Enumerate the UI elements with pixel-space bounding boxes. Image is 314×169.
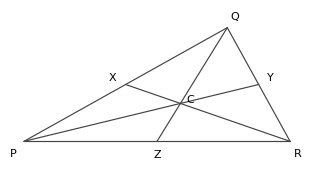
Text: Z: Z [153,150,161,160]
Text: R: R [294,149,301,159]
Text: C: C [186,95,194,105]
Text: Q: Q [230,12,239,22]
Text: X: X [108,73,116,83]
Text: Y: Y [267,73,273,83]
Text: P: P [10,149,17,159]
